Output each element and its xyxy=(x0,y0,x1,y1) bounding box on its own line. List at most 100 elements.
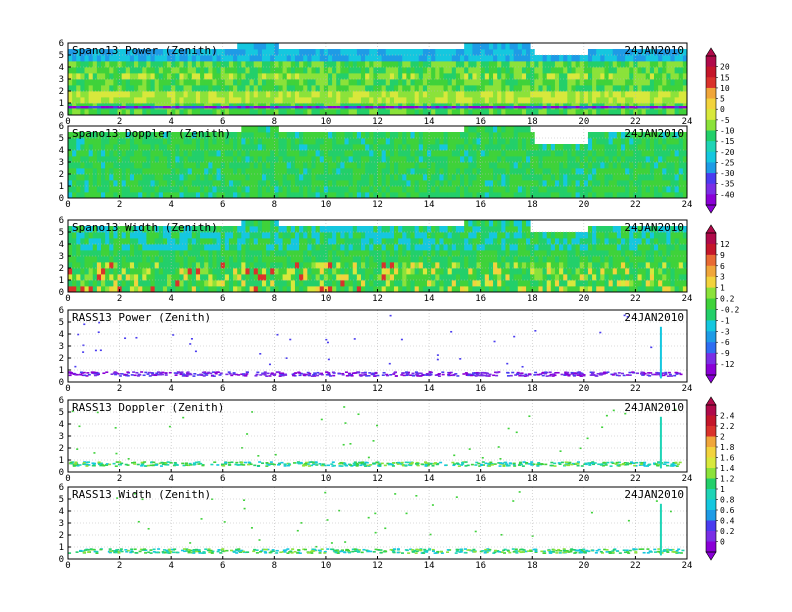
colorbar-top-arrow xyxy=(705,224,717,234)
y-tick-label: 4 xyxy=(59,146,64,156)
colorbar-segment xyxy=(706,499,716,511)
colorbar-segment xyxy=(706,173,716,185)
x-tick-label: 8 xyxy=(272,294,277,304)
colorbar-3: 2.42.2 21.8 1.61.4 1.21 0.80.6 0.40.2 0 xyxy=(705,396,735,561)
colorbar-segment xyxy=(706,109,716,121)
heatmap-cells xyxy=(68,406,682,469)
x-tick-label: 18 xyxy=(527,200,538,210)
y-tick-label: 4 xyxy=(59,330,64,340)
colorbar-tick-label: 0.6 xyxy=(720,506,735,515)
x-tick-label: 14 xyxy=(424,200,435,210)
colorbar-segment xyxy=(706,426,716,437)
colorbar-tick-label: 1.2 xyxy=(720,475,735,484)
y-tick-label: 3 xyxy=(59,432,64,442)
y-tick-label: 4 xyxy=(59,240,64,250)
grid-lines xyxy=(68,400,687,472)
colorbar-tick-label: 15 xyxy=(720,73,730,82)
y-tick-label: 2 xyxy=(59,87,64,97)
grid-lines xyxy=(68,220,687,292)
y-tick-label: 0 xyxy=(59,194,64,204)
y-tick-label: 0 xyxy=(59,468,64,478)
x-tick-label: 22 xyxy=(630,561,641,571)
x-tick-label: 2 xyxy=(117,474,122,484)
x-tick-label: 24 xyxy=(682,200,693,210)
colorbar-segment xyxy=(706,56,716,68)
y-tick-label: 0 xyxy=(59,288,64,298)
y-tick-label: 1 xyxy=(59,182,64,192)
colorbars: 20151050-5-10-15-20-25-30-35-401296310.2… xyxy=(705,47,739,561)
y-tick-label: 1 xyxy=(59,456,64,466)
colorbar-segment xyxy=(706,119,716,131)
heatmap-cells xyxy=(68,126,687,198)
x-tick-label: 22 xyxy=(630,294,641,304)
date-label: 24JAN2010 xyxy=(624,488,684,501)
date-label: 24JAN2010 xyxy=(624,311,684,324)
y-tick-label: 5 xyxy=(59,228,64,238)
x-tick-label: 20 xyxy=(578,117,589,127)
y-tick-label: 4 xyxy=(59,63,64,73)
x-tick-label: 0 xyxy=(65,384,70,394)
colorbar-segment xyxy=(706,520,716,532)
y-tick-label: 5 xyxy=(59,134,64,144)
x-tick-label: 8 xyxy=(272,561,277,571)
x-tick-label: 8 xyxy=(272,474,277,484)
colorbar-tick-label: -6 xyxy=(720,338,730,347)
x-tick-label: 2 xyxy=(117,117,122,127)
x-tick-label: 4 xyxy=(168,474,173,484)
colorbar-tick-label: 1.4 xyxy=(720,464,735,473)
x-tick-label: 24 xyxy=(682,117,693,127)
y-tick-label: 6 xyxy=(59,483,64,493)
x-tick-label: 6 xyxy=(220,294,225,304)
colorbar-tick-label: 6 xyxy=(720,262,725,271)
x-tick-label: 20 xyxy=(578,384,589,394)
x-tick-label: 10 xyxy=(320,294,331,304)
colorbar-segment xyxy=(706,298,716,310)
colorbar-segment xyxy=(706,77,716,89)
y-tick-label: 0 xyxy=(59,111,64,121)
colorbar-tick-label: -9 xyxy=(720,349,730,358)
colorbar-tick-label: 0 xyxy=(720,538,725,547)
panel-title: Spano13 Power (Zenith) xyxy=(72,44,218,57)
colorbar-segment xyxy=(706,66,716,78)
colorbar-tick-label: 2.2 xyxy=(720,422,735,431)
date-label: 24JAN2010 xyxy=(624,127,684,140)
y-tick-label: 2 xyxy=(59,354,64,364)
x-tick-label: 14 xyxy=(424,294,435,304)
y-tick-label: 4 xyxy=(59,507,64,517)
x-tick-label: 14 xyxy=(424,384,435,394)
x-tick-label: 16 xyxy=(475,294,486,304)
y-tick-label: 1 xyxy=(59,543,64,553)
colorbar-segment xyxy=(706,331,716,343)
x-tick-label: 0 xyxy=(65,200,70,210)
x-tick-label: 14 xyxy=(424,561,435,571)
colorbar-segment xyxy=(706,489,716,500)
x-tick-label: 12 xyxy=(372,561,383,571)
x-tick-label: 6 xyxy=(220,117,225,127)
colorbar-segment xyxy=(706,457,716,469)
x-tick-label: 18 xyxy=(527,117,538,127)
panel-title: RASS13 Width (Zenith) xyxy=(72,488,211,501)
colorbar-segment xyxy=(706,287,716,299)
y-tick-label: 6 xyxy=(59,39,64,49)
x-tick-label: 2 xyxy=(117,384,122,394)
colorbar-tick-label: 20 xyxy=(720,63,730,72)
x-tick-label: 10 xyxy=(320,561,331,571)
x-tick-label: 12 xyxy=(372,200,383,210)
y-tick-label: 6 xyxy=(59,306,64,316)
colorbar-segment xyxy=(706,254,716,267)
x-tick-label: 4 xyxy=(168,294,173,304)
y-tick-label: 5 xyxy=(59,51,64,61)
y-tick-label: 2 xyxy=(59,170,64,180)
y-tick-label: 1 xyxy=(59,366,64,376)
colorbar-bottom-arrow xyxy=(705,204,717,214)
colorbar-tick-label: 5 xyxy=(720,95,725,104)
grid-lines xyxy=(68,126,687,198)
colorbar-tick-label: 10 xyxy=(720,84,730,93)
y-tick-label: 6 xyxy=(59,122,64,132)
y-tick-label: 2 xyxy=(59,264,64,274)
colorbar-segment xyxy=(706,320,716,332)
x-tick-label: 18 xyxy=(527,384,538,394)
